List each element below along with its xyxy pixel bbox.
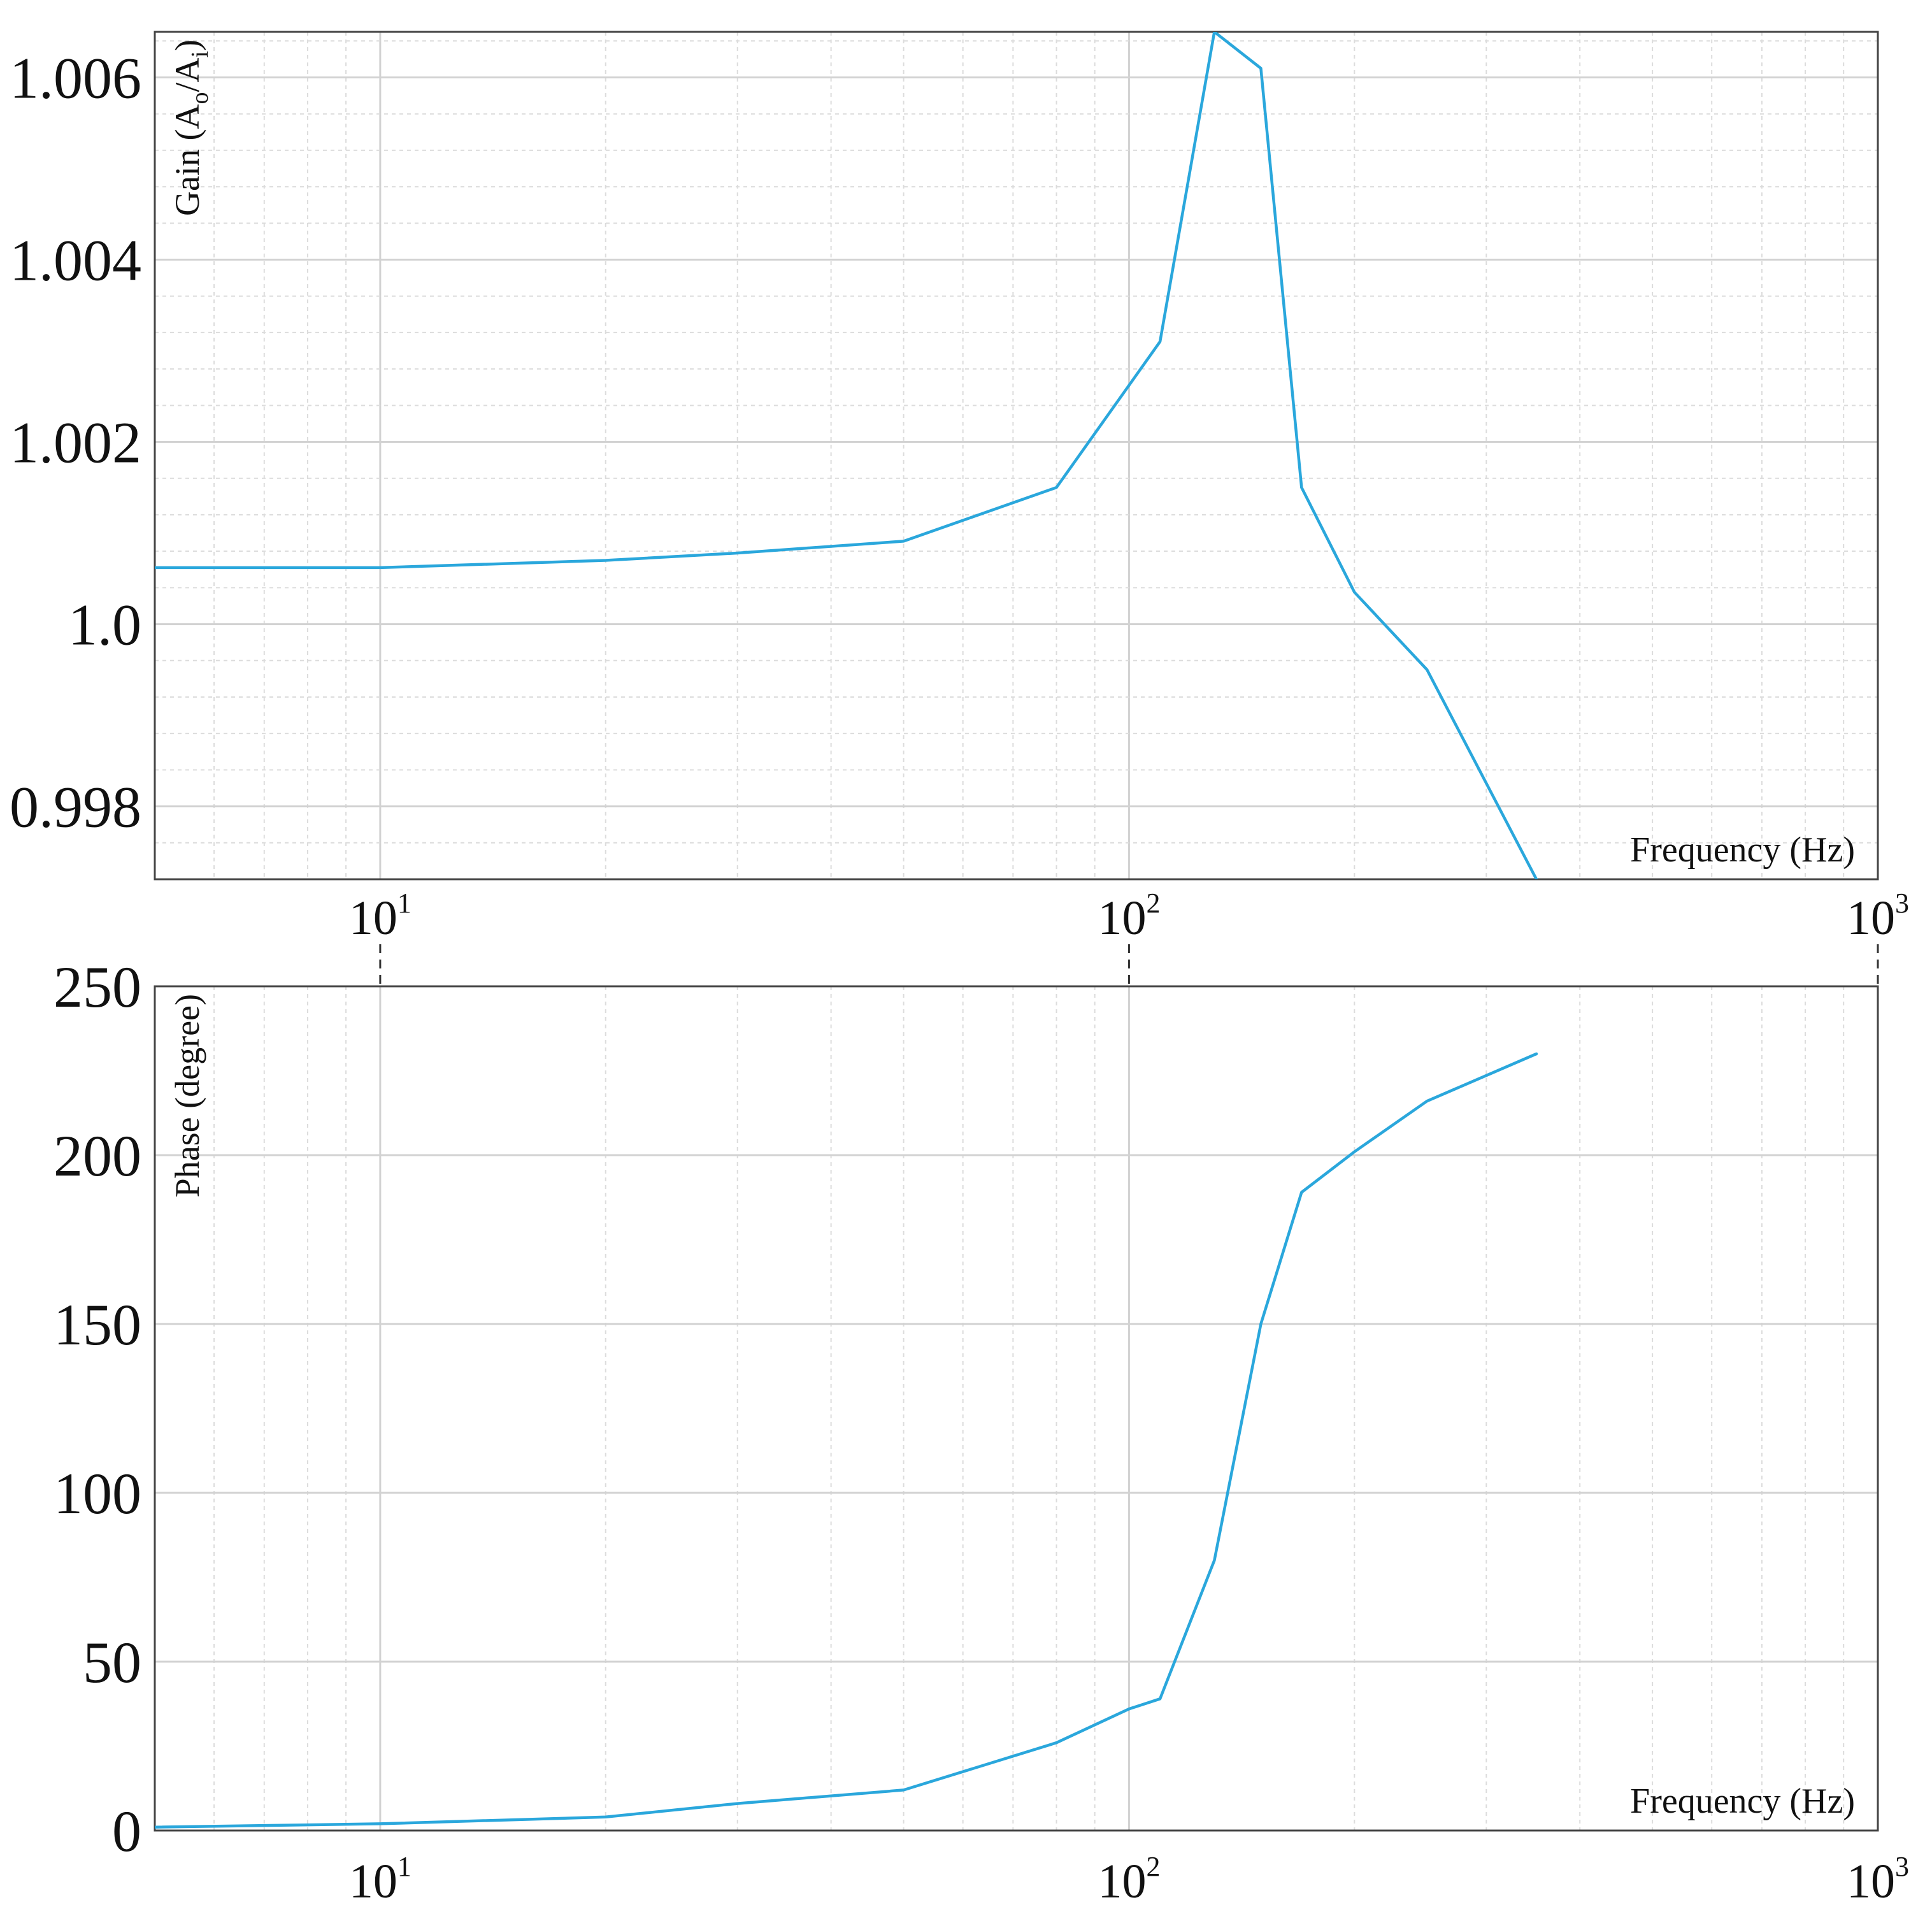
y-tick-label: 100 [54,1461,141,1526]
y-tick-label: 0 [112,1799,141,1864]
y-tick-label: 200 [54,1123,141,1188]
axes-frame [154,985,1879,1832]
series-line [155,32,1538,879]
y-tick-label: 0.998 [10,775,141,840]
y-tick-label: 1.0 [68,593,141,658]
y-tick-label: 1.002 [10,410,141,475]
y-axis-title: Gain (Ao/Ai) [168,40,213,216]
plot-area [155,32,1878,879]
y-tick-label: 50 [83,1630,141,1695]
x-grid [154,32,1879,879]
y-tick-label: 250 [54,954,141,1019]
y-tick-label: 1.004 [10,228,141,293]
x-tick-label: 102 [1098,1851,1160,1908]
x-tick-label: 101 [349,888,411,945]
x-tick-label: 103 [1847,888,1909,945]
y-grid [155,40,1878,880]
x-tick-label: 101 [349,1851,411,1908]
x-tick-label: 102 [1098,888,1160,945]
plot-area [155,986,1878,1831]
series-line [155,1052,1538,1829]
gain-panel: 0.998 1.0 1.002 1.004 1.006 101 102 103 Frequenc… [10,31,1909,986]
x-tick-label: 103 [1847,1851,1909,1908]
y-tick-label: 1.006 [10,46,141,111]
phase-panel: 0 50 100 150 200 250 101 102 103 Frequency (Hz) Ph… [54,954,1909,1908]
axes-frame [154,31,1879,881]
x-tick-connectors [379,944,1879,986]
y-tick-label: 150 [54,1292,141,1357]
x-axis-title: Frequency (Hz) [1630,830,1855,870]
y-axis-title: Phase (degree) [168,994,206,1197]
x-axis-title: Frequency (Hz) [1630,1781,1855,1821]
